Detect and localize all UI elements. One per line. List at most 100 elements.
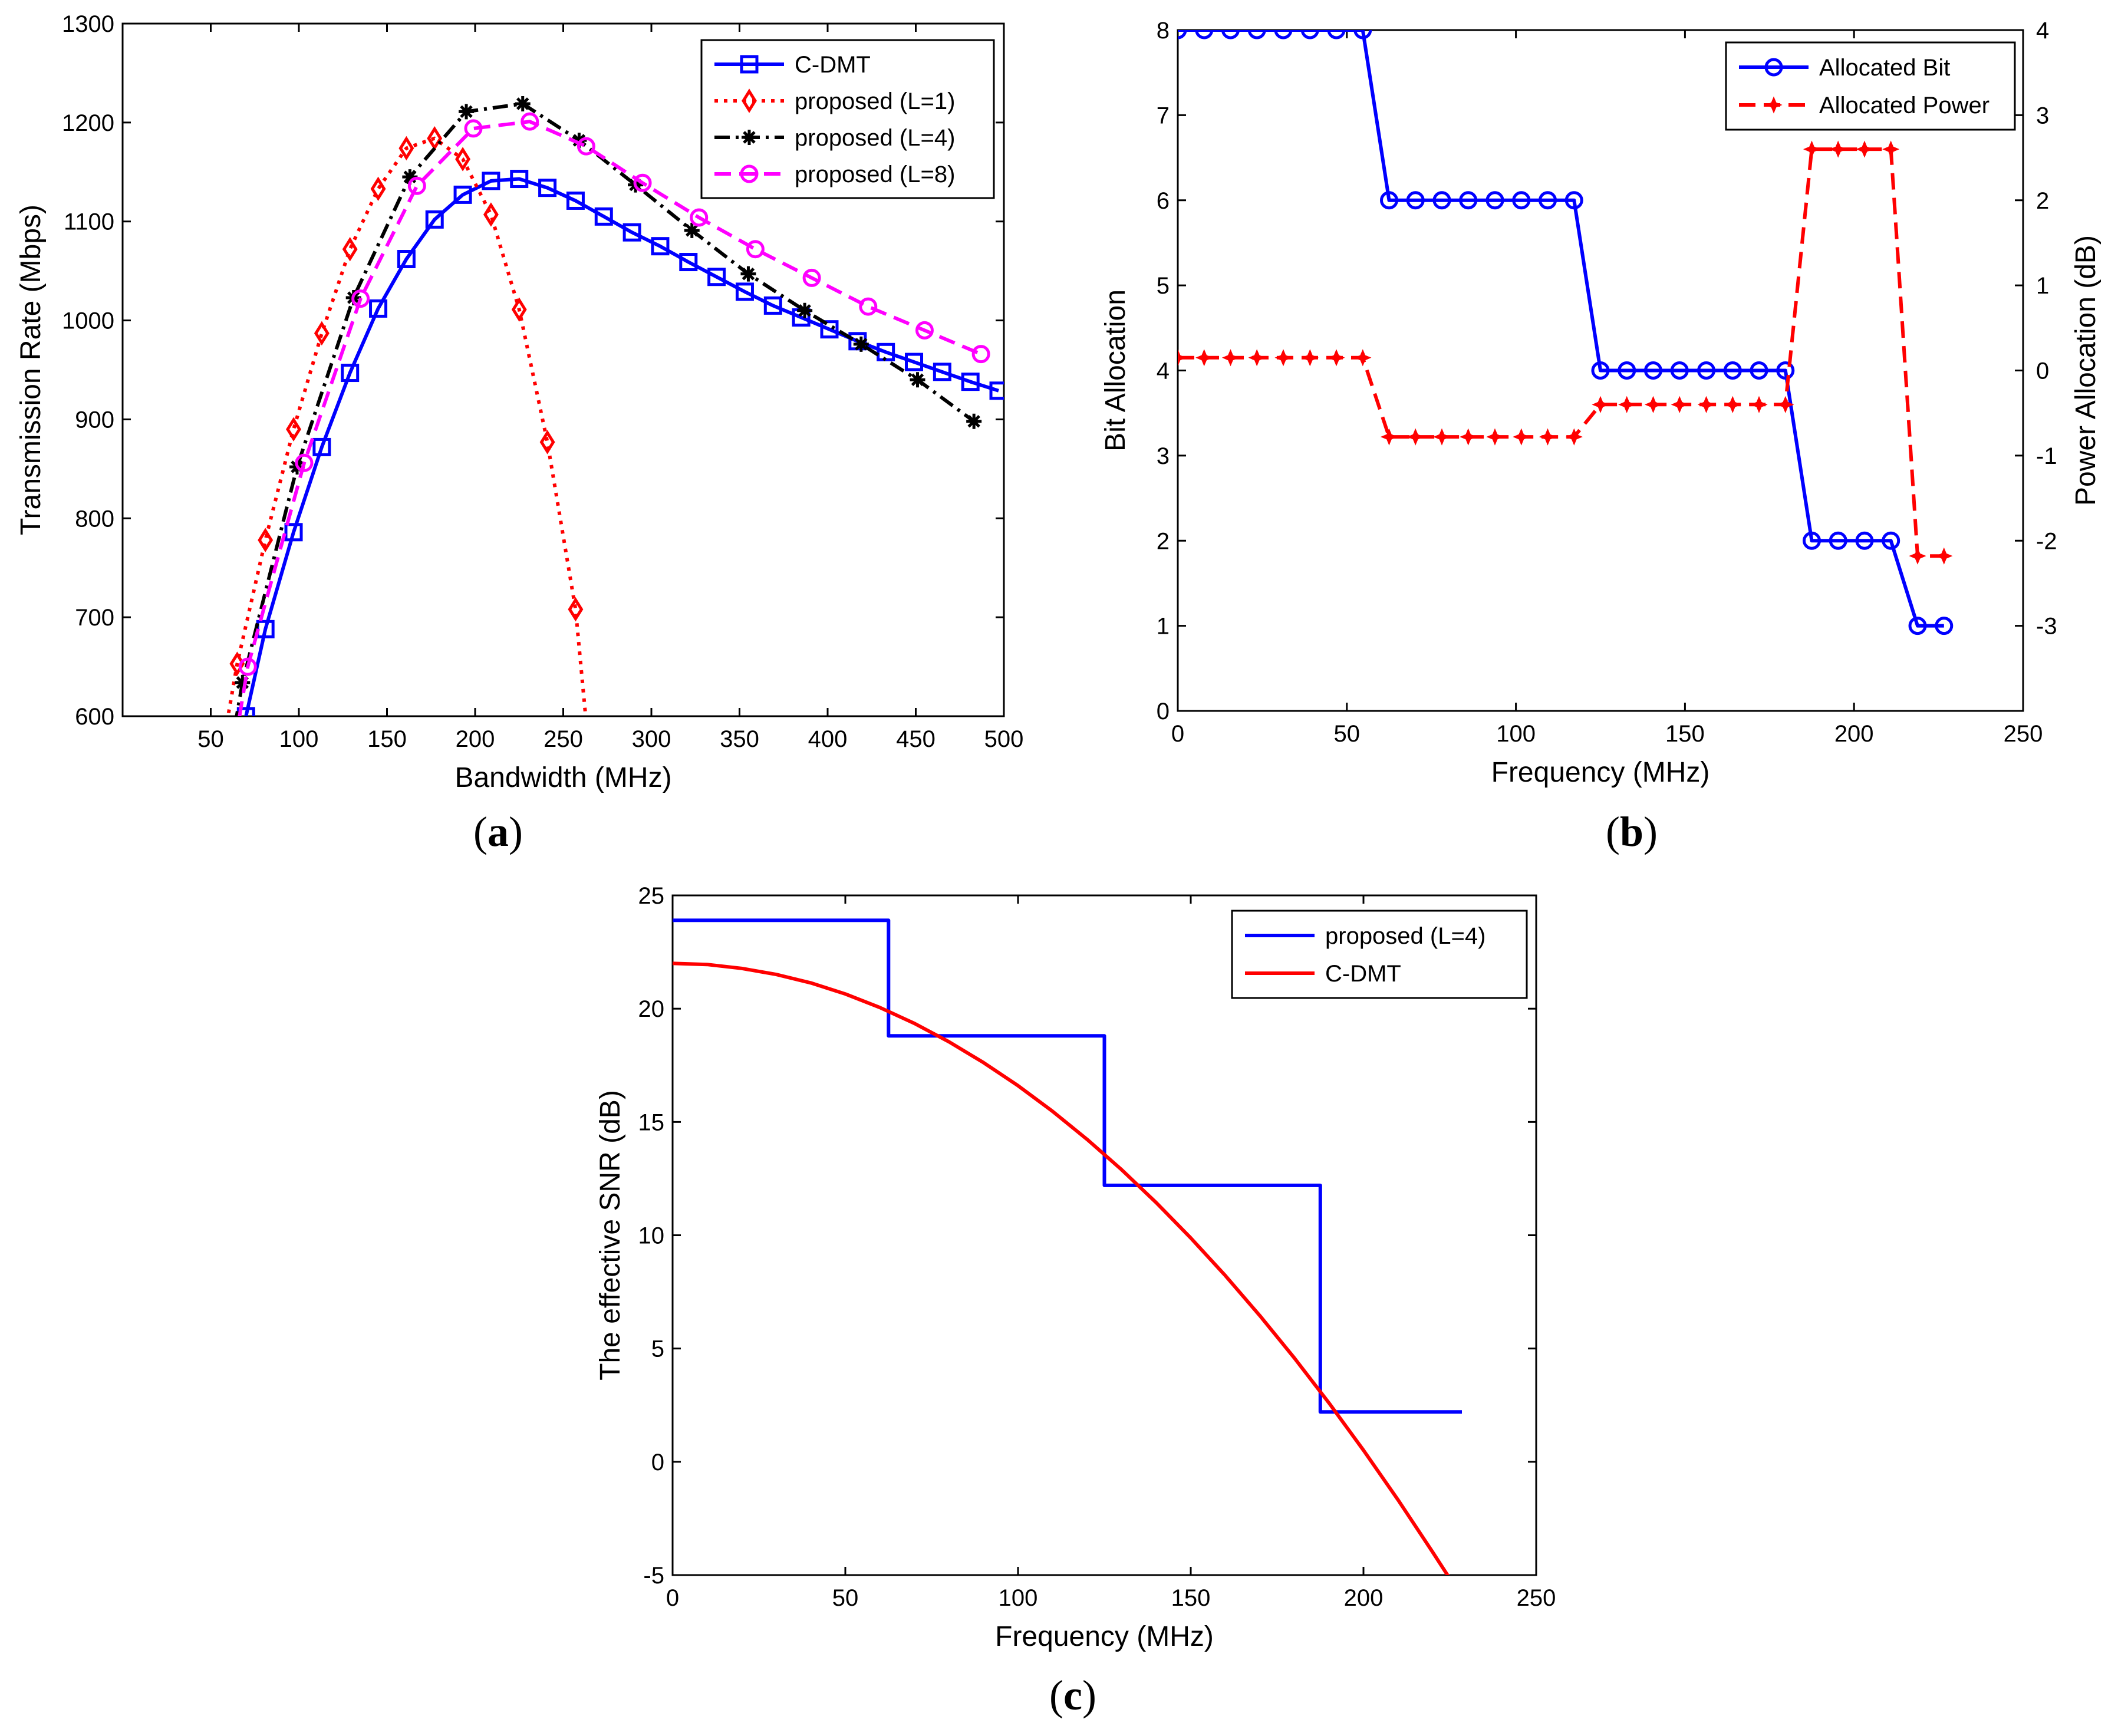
data-point — [1935, 547, 1953, 565]
data-point — [1909, 547, 1926, 565]
data-point — [1274, 349, 1292, 367]
data-point — [877, 342, 895, 361]
x-tick-label: 150 — [1665, 721, 1705, 747]
data-point — [236, 707, 255, 716]
data-point — [1406, 428, 1424, 446]
x-tick-label: 150 — [1171, 1585, 1211, 1611]
data-point — [258, 528, 274, 552]
data-point — [853, 336, 869, 352]
legend-frame — [700, 39, 995, 199]
data-point — [1459, 191, 1478, 210]
data-point — [1327, 30, 1346, 39]
legend-frame — [1725, 41, 2016, 131]
legend-marker — [740, 55, 759, 74]
data-point — [1353, 30, 1372, 39]
data-point — [1247, 30, 1266, 39]
y-tick-label: 8 — [1157, 18, 1170, 44]
data-point — [314, 321, 330, 346]
y-right-tick-label: 1 — [2036, 273, 2049, 299]
data-point — [915, 321, 934, 340]
x-tick-label: 200 — [1834, 721, 1874, 747]
series-line — [673, 961, 1450, 1575]
data-point — [1855, 531, 1874, 550]
data-point — [1512, 191, 1531, 210]
data-point — [351, 289, 370, 308]
data-point — [1591, 361, 1610, 380]
y-tick-label: 900 — [75, 407, 114, 433]
data-point — [1486, 428, 1504, 446]
legend-label: proposed (L=4) — [1325, 923, 1485, 949]
data-point — [341, 364, 360, 383]
x-tick-label: 0 — [666, 1585, 679, 1611]
data-point — [539, 430, 555, 454]
x-tick-label: 100 — [999, 1585, 1038, 1611]
data-point — [1723, 361, 1742, 380]
legend-frame — [1231, 910, 1528, 999]
data-point — [427, 126, 443, 151]
data-point — [1301, 349, 1319, 367]
panel-caption: (c) — [1049, 1672, 1096, 1719]
data-point — [1829, 531, 1847, 550]
data-point — [342, 236, 358, 262]
y-tick-label: 1000 — [62, 308, 114, 334]
series-line — [1178, 147, 1944, 558]
data-point — [1195, 30, 1214, 39]
data-point — [1195, 349, 1213, 367]
data-point — [1460, 428, 1477, 446]
data-point — [1618, 396, 1636, 413]
y-tick-label: 15 — [638, 1109, 665, 1135]
legend-label: proposed (L=8) — [795, 162, 955, 187]
panel-caption: (b) — [1606, 808, 1658, 855]
data-point — [369, 299, 388, 318]
x-tick-label: 50 — [1334, 721, 1361, 747]
data-point — [483, 202, 499, 227]
data-point — [538, 179, 557, 197]
data-point — [515, 95, 531, 111]
x-axis-label: Bandwidth (MHz) — [454, 762, 671, 793]
data-point — [1777, 396, 1794, 413]
data-point — [1750, 361, 1768, 380]
y-tick-label: 5 — [651, 1336, 664, 1362]
x-tick-label: 250 — [2004, 721, 2043, 747]
x-tick-label: 200 — [1344, 1585, 1384, 1611]
data-point — [1670, 361, 1689, 380]
legend-marker — [742, 130, 757, 145]
data-point — [1248, 349, 1266, 367]
chart-b: 0 50 100 150 200 250 0 1 2 3 4 5 6 7 8 -3 -2 -1 0 1 2 3 4 Frequ… — [1100, 18, 2101, 855]
data-point — [1724, 396, 1741, 413]
series-allocated-bit — [1178, 30, 1954, 635]
data-point — [707, 268, 726, 286]
data-point — [1882, 140, 1900, 158]
data-point — [740, 266, 756, 282]
y-tick-label: 7 — [1157, 103, 1170, 129]
series-proposed-l-4 — [235, 95, 982, 716]
y-tick-label: 600 — [75, 704, 114, 730]
data-point — [402, 169, 418, 185]
legend-label: proposed (L=4) — [795, 125, 955, 151]
data-point — [464, 119, 483, 138]
series-c-dmt — [673, 961, 1450, 1575]
data-point — [910, 372, 925, 388]
data-point — [284, 523, 303, 542]
y-right-tick-label: 4 — [2036, 18, 2049, 44]
data-point — [1803, 531, 1821, 550]
y-tick-label: 25 — [638, 883, 665, 909]
y-tick-label: 10 — [638, 1223, 665, 1249]
data-point — [1697, 396, 1715, 413]
data-point — [746, 240, 765, 259]
data-point — [425, 210, 444, 229]
data-point — [797, 302, 813, 318]
data-point — [684, 222, 700, 238]
y-axis-label: The effective SNR (dB) — [595, 1090, 626, 1381]
series-line — [244, 177, 999, 716]
y-right-tick-label: 0 — [2036, 358, 2049, 384]
data-point — [1803, 140, 1821, 158]
x-tick-label: 500 — [984, 726, 1024, 752]
series-line — [238, 120, 982, 716]
y-tick-label: 20 — [638, 996, 665, 1022]
data-point — [1274, 30, 1293, 39]
legend-marker — [1764, 58, 1783, 77]
data-point — [566, 191, 585, 210]
series-line — [226, 136, 588, 716]
data-point — [1592, 396, 1609, 413]
